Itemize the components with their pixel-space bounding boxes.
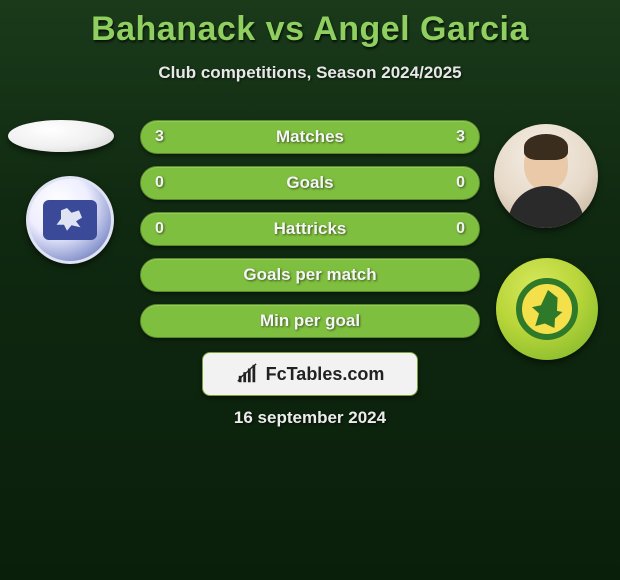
player-right-avatar bbox=[494, 124, 598, 228]
subtitle: Club competitions, Season 2024/2025 bbox=[0, 63, 620, 83]
stat-bars: 3 Matches 3 0 Goals 0 0 Hattricks 0 Goal… bbox=[140, 120, 480, 350]
stat-label: Min per goal bbox=[141, 311, 479, 331]
brand-badge: FcTables.com bbox=[202, 352, 418, 396]
page-title: Bahanack vs Angel Garcia bbox=[0, 0, 620, 49]
brand-text: FcTables.com bbox=[266, 364, 385, 385]
stat-label: Goals bbox=[141, 173, 479, 193]
stat-bar-goals-per-match: Goals per match bbox=[140, 258, 480, 292]
stat-label: Hattricks bbox=[141, 219, 479, 239]
club-right-badge bbox=[496, 258, 598, 360]
stat-label: Matches bbox=[141, 127, 479, 147]
stat-bar-goals: 0 Goals 0 bbox=[140, 166, 480, 200]
club-left-badge-inner bbox=[43, 200, 97, 240]
club-right-badge-inner bbox=[516, 278, 578, 340]
stat-label: Goals per match bbox=[141, 265, 479, 285]
player-left-avatar bbox=[8, 120, 114, 152]
stat-bar-hattricks: 0 Hattricks 0 bbox=[140, 212, 480, 246]
stat-bar-min-per-goal: Min per goal bbox=[140, 304, 480, 338]
bar-chart-icon bbox=[236, 363, 258, 385]
comparison-card: Bahanack vs Angel Garcia Club competitio… bbox=[0, 0, 620, 580]
stat-bar-matches: 3 Matches 3 bbox=[140, 120, 480, 154]
club-left-badge bbox=[26, 176, 114, 264]
player-right-body bbox=[508, 186, 584, 228]
date-label: 16 september 2024 bbox=[0, 408, 620, 428]
